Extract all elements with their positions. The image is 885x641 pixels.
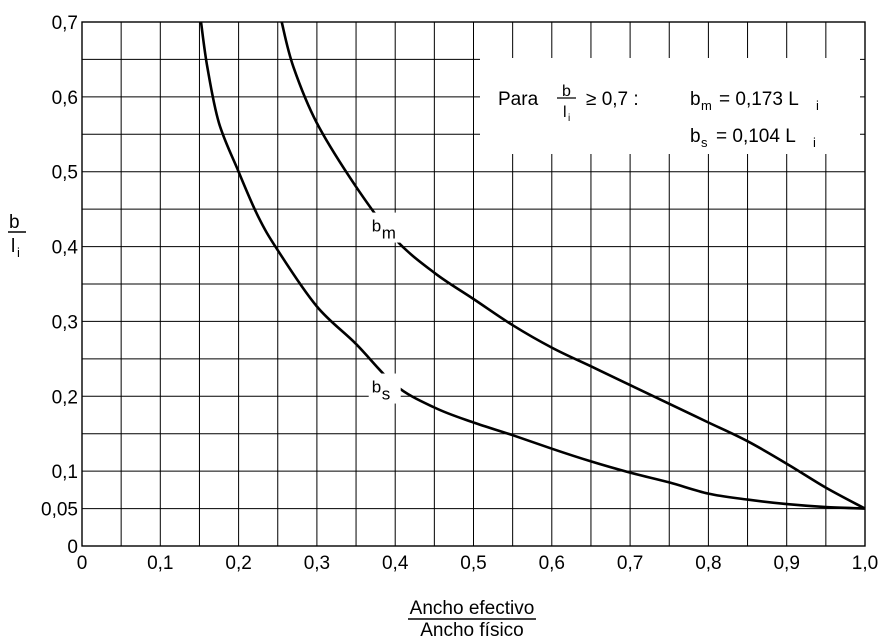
x-tick-label: 0,2 (225, 553, 251, 574)
y-tick-label: 0,7 (52, 13, 78, 34)
x-tick-label: 0,4 (382, 553, 409, 574)
tick-labels: 0 0,1 0,2 0,3 0,4 0,5 0,6 0,7 0,8 0,9 1,0 0 0,05 0,1 0… (41, 13, 878, 574)
annotation-eq1-rhs: = 0,173 L (719, 89, 799, 110)
x-tick-label: 0,6 (539, 553, 565, 574)
series-label-bg (368, 373, 401, 404)
annotation-eq2-rhs: = 0,104 L (716, 126, 796, 147)
y-tick-label: 0,1 (52, 462, 78, 483)
series-line-bm (280, 21, 866, 510)
plot-frame (81, 21, 866, 547)
series-line-bs (199, 21, 866, 510)
y-axis-label-numerator: b (9, 212, 20, 233)
y-tick-label: 0,5 (52, 163, 78, 184)
y-tick-label: 0,05 (41, 500, 78, 521)
curves: b mb s (199, 21, 866, 510)
y-axis-label-denominator: l (11, 236, 15, 257)
annotation-eq1-lhs: b (690, 89, 701, 110)
x-tick-label: 1,0 (852, 553, 878, 574)
x-tick-label: 0,5 (460, 553, 486, 574)
y-tick-label: 0 (67, 537, 78, 558)
y-tick-label: 0,4 (52, 238, 79, 259)
annotation-eq2-lhs: b (690, 126, 701, 147)
x-tick-label: 0,9 (773, 553, 799, 574)
series-label-bs: b (372, 378, 381, 397)
x-tick-label: 0 (77, 553, 88, 574)
annotation-prefix: Para (498, 89, 539, 110)
annotation-eq1-rhs-sub: i (816, 98, 819, 113)
y-tick-label: 0,3 (52, 312, 78, 333)
series-label-bs-sub: s (382, 385, 391, 404)
x-axis-label-numerator: Ancho efectivo (410, 598, 535, 619)
x-tick-label: 0,1 (147, 553, 173, 574)
annotation-eq1-lhs-sub: m (701, 98, 712, 113)
annotation-box (480, 58, 860, 154)
series-label-bm-sub: m (382, 224, 396, 243)
x-tick-label: 0,8 (695, 553, 721, 574)
annotation-eq2-lhs-sub: s (701, 135, 708, 150)
x-axis-label-denominator: Ancho físico (420, 620, 524, 641)
x-tick-label: 0,7 (617, 553, 643, 574)
series-label-bg (368, 212, 401, 243)
y-tick-label: 0,6 (52, 88, 78, 109)
annotation-fraction-numerator: b (562, 83, 571, 100)
series-label-bm: b (372, 217, 381, 236)
x-tick-label: 0,3 (304, 553, 330, 574)
y-tick-label: 0,2 (52, 387, 78, 408)
annotation-condition: ≥ 0,7 : (586, 89, 639, 110)
y-axis-label-denominator-sub: i (17, 245, 20, 260)
annotation-eq2-rhs-sub: i (813, 135, 816, 150)
annotation-fraction-denominator-sub: i (568, 113, 570, 124)
annotation-fraction-denominator: l (563, 104, 567, 121)
